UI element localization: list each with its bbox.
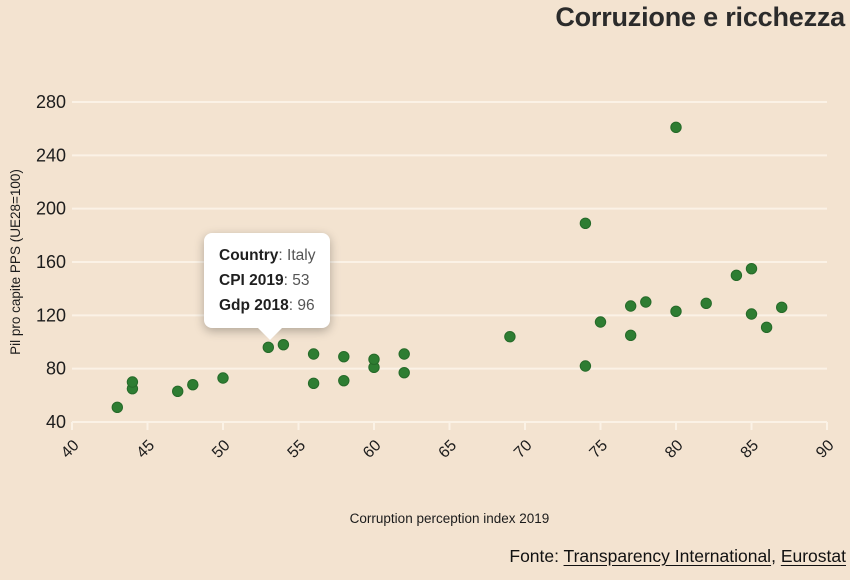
data-point[interactable]	[700, 297, 712, 310]
data-point[interactable]	[368, 353, 380, 366]
tooltip-separator: :	[288, 297, 298, 314]
tooltip-separator: :	[283, 272, 293, 289]
data-point[interactable]	[398, 366, 410, 379]
x-tick-label: 65	[436, 437, 461, 462]
tooltip-label: Country	[219, 247, 279, 264]
x-tick-label: 85	[738, 437, 763, 462]
y-axis-title: Pil pro capite PPS (UE28=100)	[8, 169, 23, 355]
y-tick-label: 240	[36, 145, 66, 165]
data-point[interactable]	[745, 262, 758, 275]
data-point[interactable]	[307, 348, 320, 360]
data-point[interactable]	[172, 385, 184, 398]
tooltip-label: CPI 2019	[219, 272, 284, 289]
x-axis-title: Corruption perception index 2019	[350, 511, 550, 526]
tooltip-row: CPI 2019: 53	[219, 268, 315, 293]
tooltip-row: Gdp 2018: 96	[219, 293, 315, 318]
y-tick-label: 280	[36, 92, 66, 112]
y-tick-label: 40	[46, 412, 66, 432]
tooltip-row: Country: Italy	[219, 243, 315, 268]
source-separator: ,	[771, 546, 781, 566]
source-link-eurostat[interactable]: Eurostat	[780, 546, 846, 566]
x-tick-label: 80	[662, 437, 687, 462]
data-point[interactable]	[307, 377, 320, 390]
x-tick-label: 60	[360, 437, 385, 462]
data-point[interactable]	[670, 305, 682, 318]
data-point[interactable]	[745, 308, 758, 320]
data-point[interactable]	[504, 330, 516, 343]
tooltip-label: Gdp 2018	[219, 297, 289, 314]
data-point[interactable]	[625, 329, 637, 342]
x-tick-label: 70	[511, 437, 536, 462]
tooltip-separator: :	[278, 247, 288, 264]
data-point[interactable]	[187, 378, 199, 391]
data-point[interactable]	[730, 269, 743, 282]
data-point[interactable]	[625, 300, 637, 312]
tooltip-value: 96	[297, 297, 315, 314]
data-point[interactable]	[579, 217, 592, 230]
source-prefix: Fonte:	[509, 546, 564, 566]
x-tick-label: 45	[134, 437, 159, 462]
y-tick-label: 160	[36, 252, 66, 272]
data-point[interactable]	[111, 401, 124, 414]
source-line: Fonte: Transparency International, Euros…	[509, 546, 846, 567]
tooltip-value: Italy	[287, 247, 316, 264]
tooltip-value: 53	[292, 272, 310, 289]
data-point[interactable]	[594, 316, 607, 328]
data-point[interactable]	[126, 376, 139, 388]
data-point[interactable]	[579, 360, 592, 372]
chart-title: Corruzione e ricchezza	[555, 2, 845, 32]
x-tick-label: 40	[58, 437, 83, 462]
data-point[interactable]	[338, 374, 350, 387]
data-point[interactable]	[262, 341, 274, 354]
x-tick-label: 90	[813, 437, 838, 462]
source-link-transparency-international[interactable]: Transparency International	[563, 546, 772, 566]
x-tick-label: 55	[285, 437, 310, 462]
y-tick-label: 80	[46, 359, 66, 379]
data-point[interactable]	[217, 372, 229, 384]
data-point[interactable]	[776, 301, 788, 314]
data-point[interactable]	[398, 348, 410, 360]
data-point[interactable]	[338, 350, 350, 363]
y-tick-label: 120	[36, 305, 66, 325]
tooltip: Country: Italy CPI 2019: 53 Gdp 2018: 96	[204, 233, 331, 340]
y-tick-label: 200	[36, 199, 66, 219]
data-point[interactable]	[640, 296, 652, 308]
data-point[interactable]	[277, 338, 290, 351]
data-point[interactable]	[670, 121, 682, 134]
data-point[interactable]	[760, 321, 773, 334]
x-tick-label: 75	[587, 437, 612, 462]
x-tick-label: 50	[209, 437, 234, 462]
